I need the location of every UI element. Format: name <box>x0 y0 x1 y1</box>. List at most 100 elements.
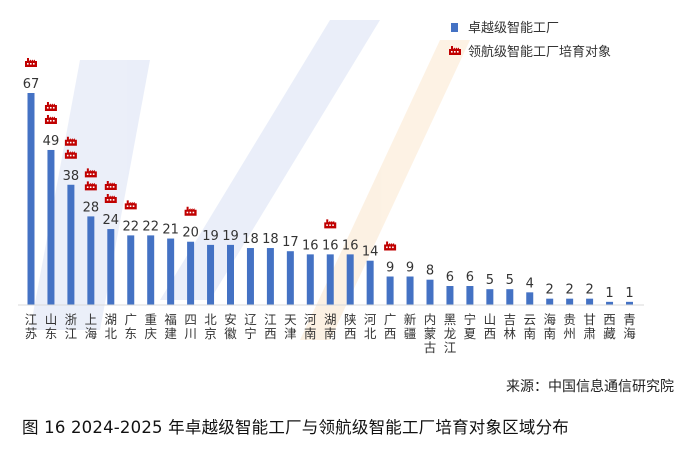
value-label-吉林: 5 <box>506 273 514 288</box>
bar-广东 <box>127 235 135 305</box>
factory-icon <box>25 58 37 67</box>
bar-河北 <box>366 260 374 305</box>
value-label-四川: 20 <box>182 226 199 241</box>
category-label-安徽: 安 <box>224 312 237 327</box>
value-label-河北: 14 <box>362 245 379 260</box>
category-label-陕西: 陕 <box>344 312 357 327</box>
category-label-江西: 西 <box>264 326 277 341</box>
value-label-湖南: 16 <box>322 238 339 253</box>
category-label-山东: 山 <box>45 312 58 327</box>
value-label-重庆: 22 <box>142 219 159 234</box>
category-label-新疆: 新 <box>404 312 417 327</box>
category-label-广西: 西 <box>384 326 397 341</box>
value-label-浙江: 38 <box>63 169 80 184</box>
category-label-广东: 广 <box>124 312 137 327</box>
value-label-黑龙江: 6 <box>446 270 454 285</box>
bar-河南 <box>306 254 314 305</box>
value-label-天津: 17 <box>282 235 299 250</box>
category-label-云南: 云 <box>523 312 536 327</box>
category-label-河南: 南 <box>304 326 317 341</box>
factory-icon <box>104 194 117 204</box>
category-label-内蒙古: 蒙 <box>424 326 437 341</box>
factory-icon <box>64 149 77 159</box>
factory-icon <box>104 181 117 191</box>
category-label-黑龙江: 龙 <box>444 326 457 341</box>
factory-icon <box>124 200 137 210</box>
factory-icon <box>184 206 197 216</box>
category-label-新疆: 疆 <box>404 326 417 341</box>
bar-广西 <box>386 276 394 305</box>
value-label-北京: 19 <box>202 229 219 244</box>
value-label-安徽: 19 <box>222 229 239 244</box>
category-label-海南: 南 <box>543 326 556 341</box>
category-label-陕西: 西 <box>344 326 357 341</box>
value-label-海南: 2 <box>546 283 554 298</box>
factory-icon <box>384 241 397 251</box>
value-label-陕西: 16 <box>342 238 359 253</box>
category-label-河北: 北 <box>364 326 377 341</box>
bar-宁夏 <box>466 286 474 305</box>
category-labels-layer: 江苏山东浙江上海湖北广东重庆福建四川北京安徽辽宁江西天津河南湖南陕西河北广西新疆… <box>25 312 637 355</box>
category-label-云南: 南 <box>523 326 536 341</box>
category-label-北京: 京 <box>204 326 217 341</box>
category-label-湖北: 北 <box>105 326 118 341</box>
category-label-辽宁: 宁 <box>244 326 257 341</box>
category-label-安徽: 徽 <box>224 326 237 341</box>
category-label-宁夏: 宁 <box>464 312 477 327</box>
category-label-上海: 上 <box>85 312 98 327</box>
category-label-西藏: 西 <box>603 312 616 327</box>
category-label-北京: 北 <box>204 312 217 327</box>
category-label-贵州: 贵 <box>563 312 576 327</box>
category-label-山西: 山 <box>484 312 497 327</box>
category-label-黑龙江: 黑 <box>444 312 457 327</box>
value-label-贵州: 2 <box>566 283 574 298</box>
category-label-青海: 海 <box>623 326 636 341</box>
value-label-湖北: 24 <box>103 213 120 228</box>
category-label-江苏: 苏 <box>25 326 38 341</box>
bar-山东 <box>47 149 55 305</box>
legend-bar-swatch <box>451 23 458 32</box>
bars-layer <box>27 93 633 305</box>
value-label-宁夏: 6 <box>466 270 474 285</box>
legend-label-series-1: 卓越级智能工厂 <box>468 21 559 36</box>
category-label-福建: 福 <box>164 312 177 327</box>
category-label-上海: 海 <box>85 326 98 341</box>
category-label-浙江: 江 <box>65 326 78 341</box>
bar-福建 <box>167 238 175 305</box>
category-label-山东: 东 <box>45 326 58 341</box>
value-label-江西: 18 <box>262 232 279 247</box>
category-label-河北: 河 <box>364 312 377 327</box>
bar-黑龙江 <box>446 286 454 305</box>
figure-caption: 图 16 2024-2025 年卓越级智能工厂与领航级智能工厂培育对象区域分布 <box>22 418 569 437</box>
value-label-内蒙古: 8 <box>426 264 434 279</box>
bar-浙江 <box>67 184 75 305</box>
bar-北京 <box>207 244 215 305</box>
legend-label-series-2: 领航级智能工厂培育对象 <box>468 44 611 60</box>
category-label-甘肃: 肃 <box>583 326 596 341</box>
source-note: 来源：中国信息通信研究院 <box>506 379 674 395</box>
value-label-青海: 1 <box>625 286 633 301</box>
bar-吉林 <box>506 289 514 305</box>
category-label-湖南: 湖 <box>324 312 337 327</box>
value-label-福建: 21 <box>162 223 179 238</box>
bar-贵州 <box>566 298 574 305</box>
bar-江西 <box>266 248 274 305</box>
bar-重庆 <box>147 235 155 305</box>
category-label-天津: 津 <box>284 326 297 341</box>
watermark <box>30 20 470 340</box>
category-label-河南: 河 <box>304 312 317 327</box>
bar-陕西 <box>346 254 354 305</box>
value-label-甘肃: 2 <box>585 283 593 298</box>
category-label-重庆: 庆 <box>144 326 157 341</box>
legend-factory-icon <box>449 46 461 55</box>
bar-山西 <box>486 289 494 305</box>
category-label-四川: 四 <box>184 312 197 327</box>
value-label-山西: 5 <box>486 273 494 288</box>
category-label-吉林: 吉 <box>504 312 517 327</box>
bar-辽宁 <box>246 248 254 305</box>
bar-内蒙古 <box>426 279 434 305</box>
category-label-甘肃: 甘 <box>583 312 596 327</box>
